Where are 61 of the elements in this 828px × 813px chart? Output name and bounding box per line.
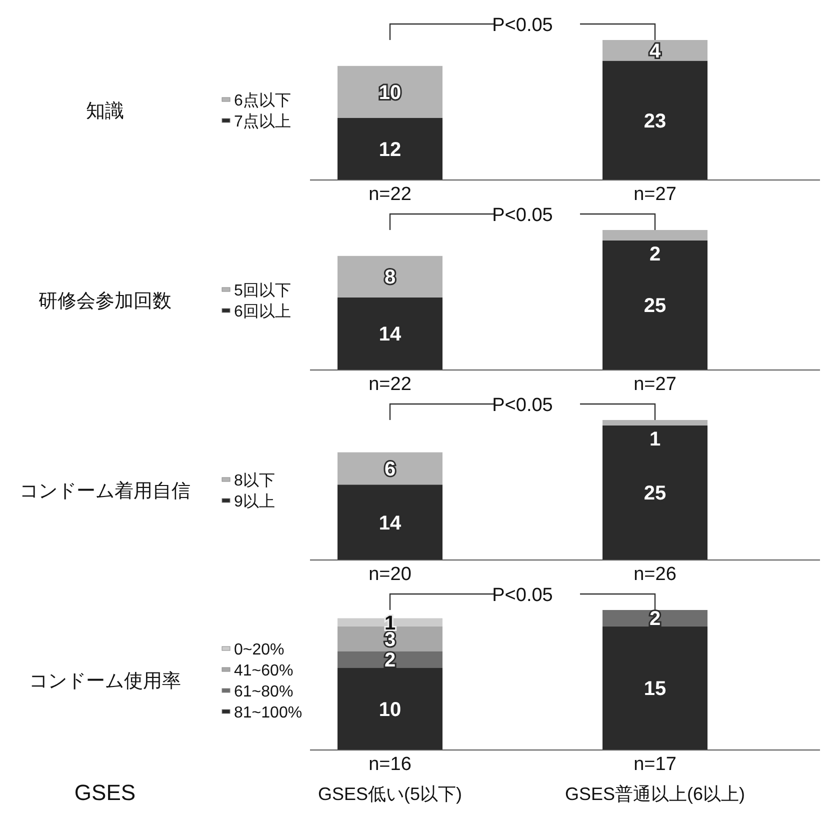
bar xyxy=(602,60,708,180)
bar xyxy=(338,256,442,298)
data-label: 15 xyxy=(644,678,666,700)
bar xyxy=(338,66,442,118)
legend-label: 6点以下 xyxy=(234,92,291,110)
legend-label: 8以下 xyxy=(234,472,275,490)
data-label: 10 xyxy=(378,82,402,104)
x-tick-label: n=22 xyxy=(368,184,412,205)
legend-label: 9以上 xyxy=(234,492,275,510)
bar xyxy=(338,118,442,180)
data-label: 14 xyxy=(378,324,402,346)
bar xyxy=(338,484,442,560)
y-axis-title: コンドーム使用率 xyxy=(29,670,181,692)
text: GSES xyxy=(74,780,136,805)
text: P<0.05 xyxy=(492,15,553,36)
text: GSES普通以上(6以上) xyxy=(564,784,746,804)
text: GSES低い(5以下) xyxy=(318,784,462,804)
x-tick-label: n=16 xyxy=(368,754,412,775)
bar xyxy=(602,40,708,61)
data-label: 25 xyxy=(644,295,666,318)
x-tick-label: n=27 xyxy=(634,374,676,395)
data-label: 4 xyxy=(649,40,662,62)
data-label: 10 xyxy=(378,698,402,721)
x-tick-label: n=20 xyxy=(368,564,412,585)
y-axis-title: 知識 xyxy=(86,101,124,122)
x-tick-label: n=27 xyxy=(634,184,676,205)
legend-label: 0~20% xyxy=(234,642,284,658)
bar xyxy=(602,230,708,240)
data-label: 2 xyxy=(649,243,661,266)
x-tick-label: n=26 xyxy=(634,564,676,585)
bar xyxy=(338,651,442,668)
data-label: 6 xyxy=(384,458,396,480)
text: P<0.05 xyxy=(492,205,553,226)
y-axis-title: コンドーム着用自信 xyxy=(20,480,190,502)
bar xyxy=(602,420,708,426)
data-label: 8 xyxy=(384,266,396,289)
legend-label: 81~100% xyxy=(234,704,302,722)
legend-label: 7点以上 xyxy=(234,112,291,130)
bar xyxy=(602,240,708,370)
data-label: 12 xyxy=(378,138,402,161)
text: P<0.05 xyxy=(492,585,553,606)
bar xyxy=(602,626,708,750)
bar xyxy=(602,425,708,560)
data-label: 1 xyxy=(649,428,661,450)
bar xyxy=(338,297,442,370)
data-label: 2 xyxy=(384,649,396,672)
data-label: 14 xyxy=(378,512,402,534)
bar xyxy=(338,452,442,485)
legend-label: 6回以上 xyxy=(234,302,291,320)
legend-label: 41~60% xyxy=(234,662,294,680)
data-label: 23 xyxy=(644,110,666,132)
x-tick-label: n=17 xyxy=(634,754,676,775)
bar xyxy=(338,668,442,750)
y-axis-title: 研修会参加回数 xyxy=(38,291,172,312)
data-label: 2 xyxy=(649,608,661,630)
x-tick-label: n=22 xyxy=(368,374,412,395)
data-label: 3 xyxy=(384,628,396,651)
legend-label: 61~80% xyxy=(234,684,294,700)
legend-label: 5回以下 xyxy=(234,282,291,300)
data-label: 25 xyxy=(644,482,666,505)
text: P<0.05 xyxy=(492,395,553,416)
